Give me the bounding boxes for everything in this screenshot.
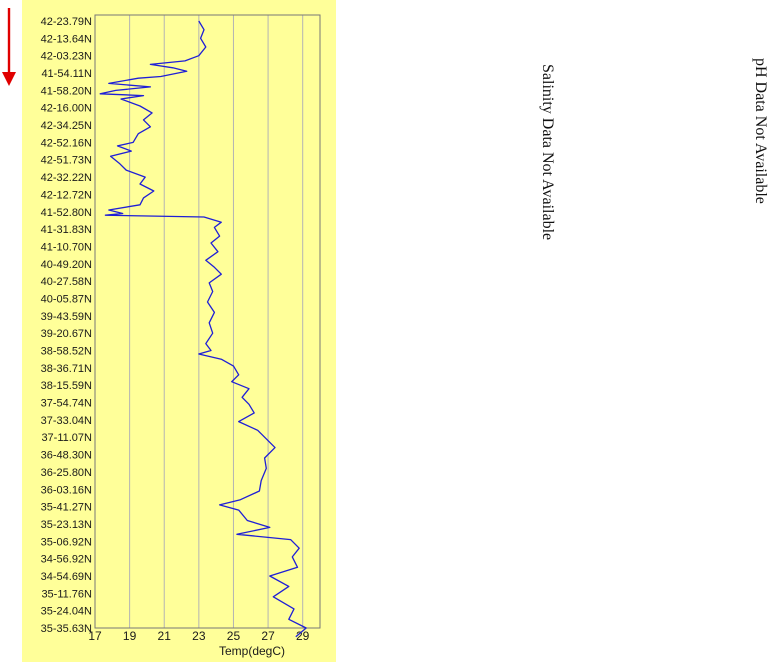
latitude-tick-label: 34-54.69N [41,571,92,583]
x-tick-label: 23 [192,629,206,643]
x-tick-label: 17 [88,629,102,643]
x-tick-label: 27 [261,629,275,643]
x-tick-label: 29 [296,629,310,643]
latitude-tick-label: 42-16.00N [41,103,92,115]
latitude-labels: 42-23.79N 42-13.64N 42-03.23N 41-54.11N 41-5… [41,16,92,635]
latitude-tick-label: 42-32.22N [41,172,92,184]
latitude-tick-label: 34-56.92N [41,554,92,566]
latitude-tick-label: 35-41.27N [41,502,92,514]
latitude-tick-label: 40-27.58N [41,276,92,288]
temperature-series-line [99,20,307,638]
grid-lines [129,15,304,628]
x-axis-title: Temp(degC) [219,644,285,658]
latitude-tick-label: 36-25.80N [41,467,92,479]
latitude-tick-label: 35-11.76N [41,588,92,600]
latitude-tick-label: 41-31.83N [41,224,92,236]
latitude-tick-label: 36-03.16N [41,484,92,496]
latitude-tick-label: 41-58.20N [41,85,92,97]
latitude-tick-label: 37-54.74N [41,398,92,410]
x-tick-labels: 17 19 21 23 25 27 29 [88,629,309,643]
latitude-tick-label: 35-24.04N [41,606,92,618]
latitude-tick-label: 42-23.79N [41,16,92,28]
latitude-tick-label: 38-36.71N [41,363,92,375]
latitude-tick-label: 39-20.67N [41,328,92,340]
latitude-tick-label: 42-12.72N [41,189,92,201]
temperature-profile-chart: 42-23.79N 42-13.64N 42-03.23N 41-54.11N 41-5… [2,8,321,658]
x-tick-label: 21 [158,629,172,643]
latitude-tick-label: 35-23.13N [41,519,92,531]
latitude-tick-label: 41-52.80N [41,207,92,219]
latitude-tick-label: 40-49.20N [41,259,92,271]
latitude-tick-label: 36-48.30N [41,450,92,462]
latitude-tick-label: 40-05.87N [41,293,92,305]
x-tick-label: 25 [227,629,241,643]
latitude-tick-label: 35-35.63N [41,623,92,635]
latitude-tick-label: 41-10.70N [41,241,92,253]
latitude-tick-label: 42-51.73N [41,155,92,167]
latitude-tick-label: 39-43.59N [41,311,92,323]
latitude-tick-label: 35-06.92N [41,536,92,548]
latitude-tick-label: 38-15.59N [41,380,92,392]
latitude-tick-label: 37-33.04N [41,415,92,427]
red-down-arrow-icon [2,8,16,86]
latitude-tick-label: 38-58.52N [41,346,92,358]
latitude-tick-label: 37-11.07N [41,432,92,444]
ph-not-available-notice: pH Data Not Available [752,58,769,204]
latitude-tick-label: 42-13.64N [41,33,92,45]
x-tick-label: 19 [123,629,137,643]
latitude-tick-label: 42-03.23N [41,51,92,63]
latitude-tick-label: 41-54.11N [41,68,92,80]
latitude-tick-label: 42-52.16N [41,137,92,149]
chart-panel [22,0,336,662]
latitude-tick-label: 42-34.25N [41,120,92,132]
salinity-not-available-notice: Salinity Data Not Available [539,64,556,241]
plot-frame [94,14,321,629]
